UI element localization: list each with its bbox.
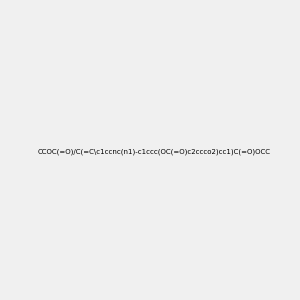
- Text: CCOC(=O)/C(=C\c1ccnc(n1)-c1ccc(OC(=O)c2ccco2)cc1)C(=O)OCC: CCOC(=O)/C(=C\c1ccnc(n1)-c1ccc(OC(=O)c2c…: [37, 148, 270, 155]
